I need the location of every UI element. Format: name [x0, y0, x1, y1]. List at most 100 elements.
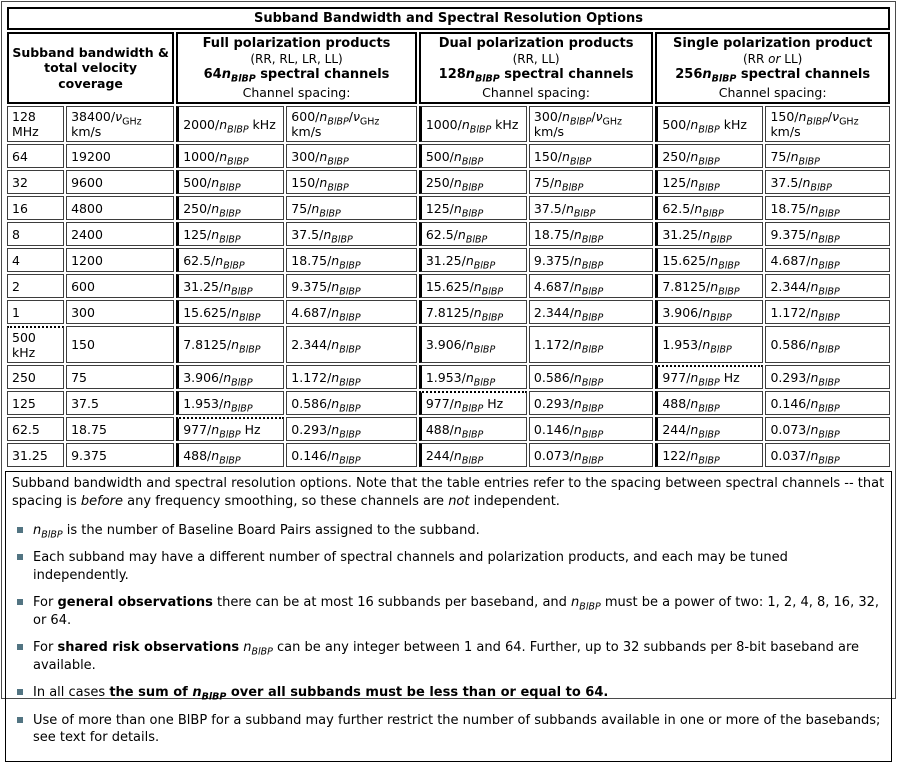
note-bullet: In all cases the sum of nBlBP over all s…	[15, 684, 885, 702]
dual-pol-khz-spacing: 7.8125/nBlBP	[418, 300, 527, 325]
single-pol-title: Single polarization product	[672, 36, 873, 51]
single-pol-khz-spacing: 500/nBlBP kHz	[655, 106, 764, 143]
single-pol-kms-spacing: 2.344/nBlBP	[765, 274, 890, 299]
dual-pol-kms-spacing: 0.586/nBlBP	[528, 365, 654, 390]
subband-bandwidth: 2	[7, 274, 65, 299]
dual-pol-kms-spacing: 0.293/nBlBP	[528, 391, 654, 416]
dual-pol-channels: 128nBlBP spectral channels	[438, 67, 634, 85]
subband-bandwidth: 31.25	[7, 443, 65, 468]
full-pol-khz-spacing: 250/nBlBP	[176, 196, 285, 221]
single-pol-products: (RR or LL)	[743, 52, 803, 67]
single-pol-kms-spacing: 150/nBlBP/νGHz km/s	[765, 106, 890, 143]
velocity-coverage: 18.75	[66, 417, 175, 442]
note-text: nBlBP is the number of Baseline Board Pa…	[33, 522, 480, 541]
header-full-pol: Full polarization products (RR, RL, LR, …	[176, 32, 417, 105]
note-bullet: For general observations there can be at…	[15, 594, 885, 629]
velocity-coverage: 1200	[66, 248, 175, 273]
single-pol-kms-spacing: 0.586/nBlBP	[765, 326, 890, 364]
full-pol-kms-spacing: 0.293/nBlBP	[286, 417, 417, 442]
dual-pol-kms-spacing: 75/nBlBP	[528, 170, 654, 195]
bullet-square-icon	[17, 526, 23, 533]
velocity-coverage: 2400	[66, 222, 175, 247]
full-pol-khz-spacing: 31.25/nBlBP	[176, 274, 285, 299]
dual-pol-kms-spacing: 2.344/nBlBP	[528, 300, 654, 325]
dual-pol-khz-spacing: 3.906/nBlBP	[418, 326, 527, 364]
velocity-coverage: 9600	[66, 170, 175, 195]
bullet-square-icon	[17, 716, 23, 723]
full-pol-kms-spacing: 600/nBlBP/νGHz km/s	[286, 106, 417, 143]
velocity-coverage: 38400/νGHz km/s	[66, 106, 175, 143]
single-pol-kms-spacing: 9.375/nBlBP	[765, 222, 890, 247]
subband-bandwidth: 128 MHz	[7, 106, 65, 143]
velocity-coverage: 9.375	[66, 443, 175, 468]
dual-pol-title: Dual polarization products	[438, 36, 634, 51]
table-row: 250 75 3.906/nBlBP 1.172/nBlBP 1.953/nBlBP 0.…	[7, 365, 890, 390]
full-pol-khz-spacing: 500/nBlBP	[176, 170, 285, 195]
subband-bandwidth: 8	[7, 222, 65, 247]
single-pol-khz-spacing: 125/nBlBP	[655, 170, 764, 195]
table-body: 128 MHz 38400/νGHz km/s 2000/nBlBP kHz 600/…	[7, 106, 890, 468]
dual-pol-khz-spacing: 1.953/nBlBP	[418, 365, 527, 390]
single-pol-khz-spacing: 244/nBlBP	[655, 417, 764, 442]
header-row: Subband bandwidth & total velocity cover…	[7, 32, 890, 105]
single-pol-kms-spacing: 37.5/nBlBP	[765, 170, 890, 195]
velocity-coverage: 19200	[66, 144, 175, 169]
single-pol-khz-spacing: 250/nBlBP	[655, 144, 764, 169]
note-text: For shared risk observations nBlBP can b…	[33, 640, 860, 673]
full-pol-khz-spacing: 7.8125/nBlBP	[176, 326, 285, 364]
single-pol-khz-spacing: 7.8125/nBlBP	[655, 274, 764, 299]
dual-pol-kms-spacing: 300/nBlBP/νGHz km/s	[528, 106, 654, 143]
subband-bandwidth: 32	[7, 170, 65, 195]
single-pol-kms-spacing: 0.037/nBlBP	[765, 443, 890, 468]
full-pol-khz-spacing: 2000/nBlBP kHz	[176, 106, 285, 143]
single-pol-khz-spacing: 3.906/nBlBP	[655, 300, 764, 325]
full-pol-kms-spacing: 9.375/nBlBP	[286, 274, 417, 299]
subband-bandwidth: 250	[7, 365, 65, 390]
velocity-coverage: 150	[66, 326, 175, 364]
dual-pol-kms-spacing: 9.375/nBlBP	[528, 248, 654, 273]
dual-pol-kms-spacing: 0.146/nBlBP	[528, 417, 654, 442]
dual-pol-khz-spacing: 500/nBlBP	[418, 144, 527, 169]
dual-pol-kms-spacing: 4.687/nBlBP	[528, 274, 654, 299]
dual-pol-kms-spacing: 37.5/nBlBP	[528, 196, 654, 221]
full-pol-kms-spacing: 37.5/nBlBP	[286, 222, 417, 247]
single-pol-spacing-label: Channel spacing:	[718, 84, 827, 100]
note-bullet: nBlBP is the number of Baseline Board Pa…	[15, 522, 885, 541]
header-single-pol: Single polarization product (RR or LL) 2…	[655, 32, 890, 105]
single-pol-kms-spacing: 1.172/nBlBP	[765, 300, 890, 325]
dual-pol-khz-spacing: 977/nBlBP Hz	[418, 391, 527, 416]
velocity-coverage: 300	[66, 300, 175, 325]
velocity-coverage: 600	[66, 274, 175, 299]
single-pol-khz-spacing: 977/nBlBP Hz	[655, 365, 764, 390]
subband-bandwidth: 64	[7, 144, 65, 169]
dual-pol-khz-spacing: 15.625/nBlBP	[418, 274, 527, 299]
full-pol-khz-spacing: 977/nBlBP Hz	[176, 417, 285, 442]
subband-bandwidth: 500 kHz	[7, 326, 65, 364]
bullet-square-icon	[17, 644, 23, 651]
velocity-coverage: 4800	[66, 196, 175, 221]
dual-pol-khz-spacing: 31.25/nBlBP	[418, 248, 527, 273]
single-pol-kms-spacing: 0.293/nBlBP	[765, 365, 890, 390]
full-pol-khz-spacing: 62.5/nBlBP	[176, 248, 285, 273]
single-pol-khz-spacing: 1.953/nBlBP	[655, 326, 764, 364]
single-pol-khz-spacing: 488/nBlBP	[655, 391, 764, 416]
table-row: 64 19200 1000/nBlBP 300/nBlBP 500/nBlBP 150/n…	[7, 144, 890, 169]
dual-pol-khz-spacing: 1000/nBlBP kHz	[418, 106, 527, 143]
full-pol-khz-spacing: 1.953/nBlBP	[176, 391, 285, 416]
single-pol-kms-spacing: 0.073/nBlBP	[765, 417, 890, 442]
single-pol-kms-spacing: 0.146/nBlBP	[765, 391, 890, 416]
dual-pol-kms-spacing: 18.75/nBlBP	[528, 222, 654, 247]
full-pol-spacing-label: Channel spacing:	[242, 84, 351, 100]
table-row: 4 1200 62.5/nBlBP 18.75/nBlBP 31.25/nBlBP 9.3…	[7, 248, 890, 273]
dual-pol-kms-spacing: 150/nBlBP	[528, 144, 654, 169]
caption-text: Subband bandwidth and spectral resolutio…	[12, 476, 885, 510]
note-text: In all cases the sum of nBlBP over all s…	[33, 685, 609, 703]
note-bullet: For shared risk observations nBlBP can b…	[15, 639, 885, 674]
full-pol-khz-spacing: 125/nBlBP	[176, 222, 285, 247]
full-pol-channels: 64nBlBP spectral channels	[203, 67, 390, 85]
table-row: 1 300 15.625/nBlBP 4.687/nBlBP 7.8125/nBlBP 2…	[7, 300, 890, 325]
note-text: Each subband may have a different number…	[33, 550, 788, 583]
table-row: 500 kHz 150 7.8125/nBlBP 2.344/nBlBP 3.906/n…	[7, 326, 890, 364]
table-row: 16 4800 250/nBlBP 75/nBlBP 125/nBlBP 37.5/nBl…	[7, 196, 890, 221]
table-caption-block: Subband bandwidth and spectral resolutio…	[5, 471, 892, 762]
